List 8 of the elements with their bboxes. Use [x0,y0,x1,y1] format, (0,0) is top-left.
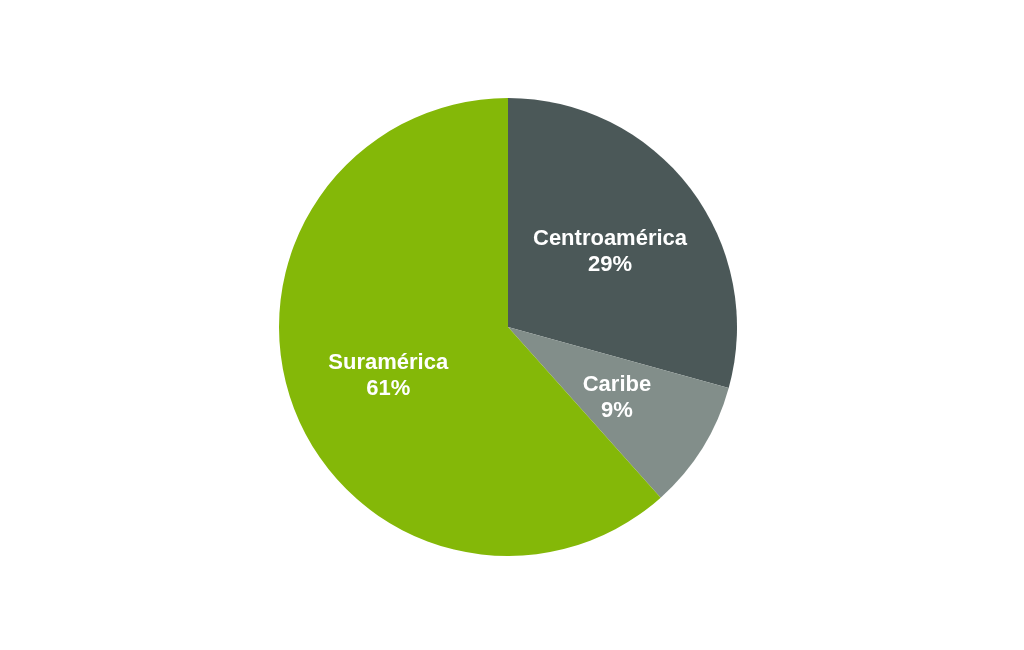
slice-label: Suramérica [328,348,449,374]
data-label: 29% [588,251,633,277]
pie-slice [508,98,737,389]
slice-label: Centroamérica [533,225,688,251]
slice-label: Caribe [582,370,652,396]
pie-slice [508,327,729,498]
data-label: 61% [366,374,411,400]
data-label: 9% [601,396,633,422]
